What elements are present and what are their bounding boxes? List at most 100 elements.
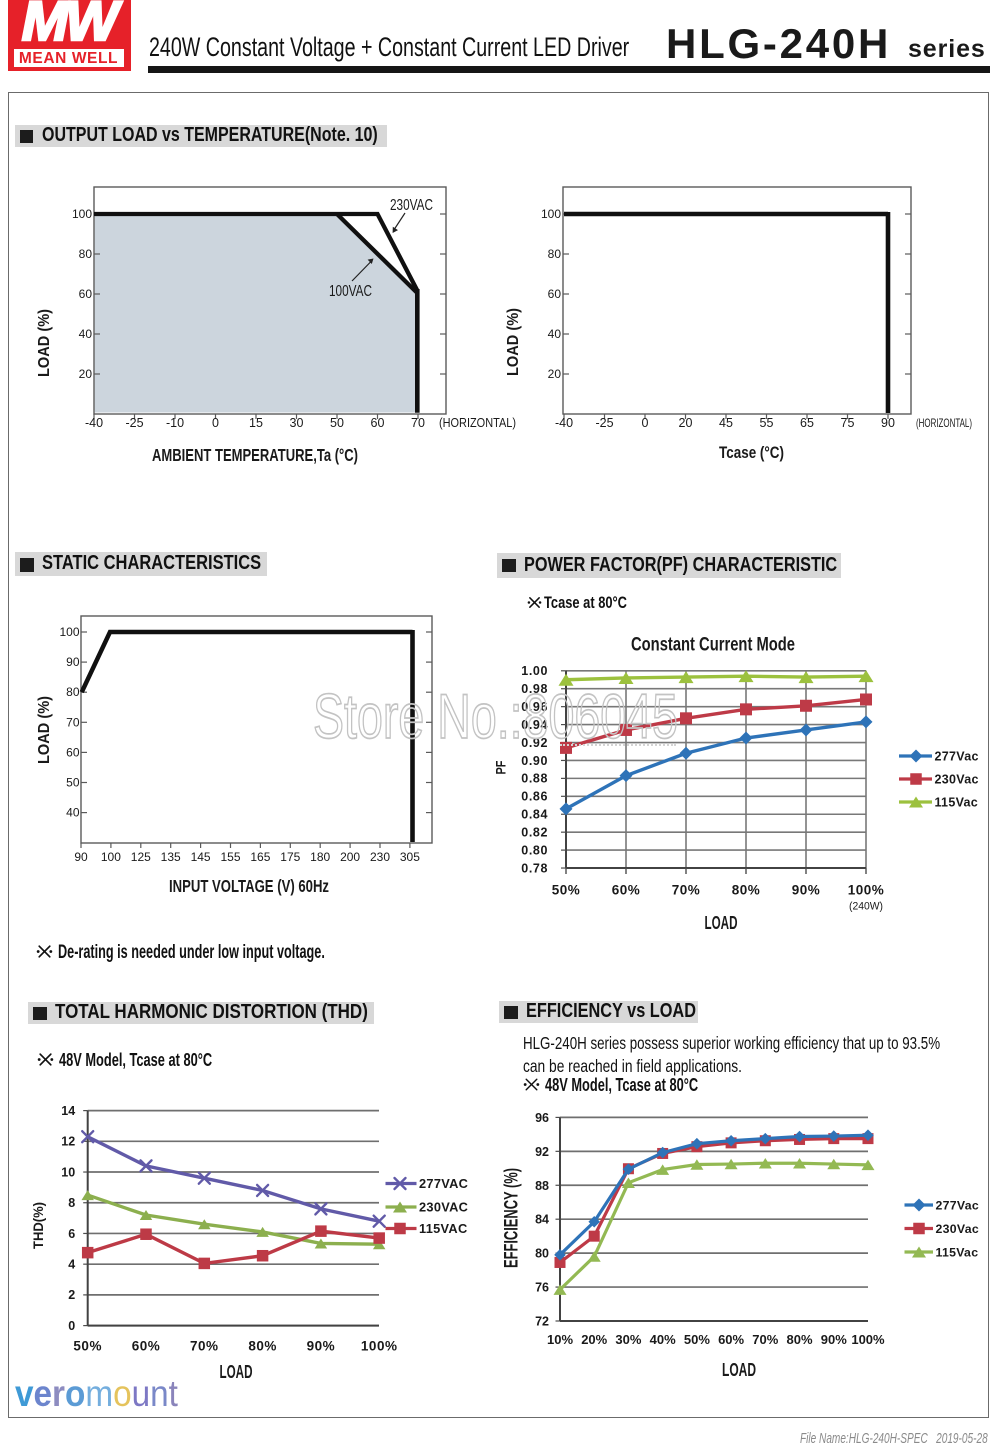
svg-text:60: 60 [548,287,562,301]
svg-text:0.82: 0.82 [521,825,548,839]
svg-text:EFFICIENCY (%): EFFICIENCY (%) [502,1168,523,1268]
svg-text:15: 15 [249,416,263,430]
svg-text:45: 45 [719,416,733,430]
svg-text:80: 80 [79,247,93,261]
svg-text:96: 96 [535,1111,549,1125]
svg-text:LOAD (%): LOAD (%) [505,308,522,376]
svg-text:230Vac: 230Vac [935,772,979,786]
svg-text:0.94: 0.94 [521,718,548,732]
svg-text:60: 60 [371,416,385,430]
svg-text:70%: 70% [752,1332,778,1347]
svg-text:90: 90 [66,655,80,669]
svg-text:-40: -40 [85,416,103,430]
svg-text:88: 88 [535,1179,549,1193]
svg-text:60: 60 [66,745,80,759]
svg-text:70: 70 [66,715,80,729]
svg-text:0.78: 0.78 [521,861,548,875]
svg-text:(HORIZONTAL): (HORIZONTAL) [916,416,972,430]
svg-text:65: 65 [800,416,814,430]
svg-text:-10: -10 [166,416,184,430]
svg-text:175: 175 [280,850,300,864]
svg-text:50: 50 [66,776,80,790]
svg-text:125: 125 [131,850,151,864]
svg-text:8: 8 [68,1196,75,1210]
svg-text:115Vac: 115Vac [936,1245,979,1259]
svg-text:230VAC: 230VAC [419,1199,468,1214]
svg-text:0.96: 0.96 [521,700,548,714]
svg-text:1.00: 1.00 [521,664,548,678]
svg-text:0.84: 0.84 [521,808,548,822]
svg-text:LOAD (%): LOAD (%) [36,309,53,377]
svg-text:55: 55 [760,416,774,430]
svg-text:100VAC: 100VAC [329,283,372,300]
svg-text:135: 135 [161,850,181,864]
svg-text:70: 70 [411,416,425,430]
svg-text:277Vac: 277Vac [936,1198,980,1212]
svg-text:76: 76 [535,1281,549,1295]
svg-text:60%: 60% [718,1332,744,1347]
svg-text:0: 0 [212,416,219,430]
svg-text:12: 12 [61,1135,75,1149]
svg-text:84: 84 [535,1213,549,1227]
svg-text:90%: 90% [307,1339,336,1354]
svg-text:100: 100 [59,625,79,639]
svg-text:100: 100 [101,850,121,864]
svg-text:LOAD: LOAD [722,1360,756,1380]
svg-text:Constant Current Mode: Constant Current Mode [631,635,795,656]
svg-text:230VAC: 230VAC [390,197,433,214]
svg-text:100: 100 [72,207,92,221]
svg-text:2: 2 [68,1288,75,1302]
svg-text:230: 230 [370,850,390,864]
svg-text:92: 92 [535,1145,549,1159]
svg-text:6: 6 [68,1227,75,1241]
svg-text:145: 145 [191,850,211,864]
svg-text:LOAD (%): LOAD (%) [36,696,53,764]
svg-text:0.98: 0.98 [521,682,548,696]
svg-text:AMBIENT TEMPERATURE,Ta (°C): AMBIENT TEMPERATURE,Ta (°C) [152,445,358,465]
svg-text:0.86: 0.86 [521,790,548,804]
svg-text:50%: 50% [684,1332,710,1347]
svg-text:50: 50 [330,416,344,430]
svg-text:30%: 30% [615,1332,641,1347]
svg-text:40: 40 [548,327,562,341]
svg-text:0: 0 [68,1319,75,1333]
svg-text:40%: 40% [650,1332,676,1347]
svg-text:(240W): (240W) [849,901,883,913]
svg-text:14: 14 [61,1104,75,1118]
svg-text:0.92: 0.92 [521,736,548,750]
svg-text:10: 10 [61,1165,75,1179]
svg-text:100%: 100% [851,1332,885,1347]
svg-text:100%: 100% [848,883,885,898]
svg-text:40: 40 [79,327,93,341]
svg-text:72: 72 [535,1315,549,1329]
svg-text:0.80: 0.80 [521,843,548,857]
svg-text:4: 4 [68,1257,75,1271]
svg-text:165: 165 [250,850,270,864]
svg-text:80%: 80% [732,883,761,898]
svg-text:LOAD: LOAD [705,913,738,933]
svg-text:THD(%): THD(%) [30,1202,46,1249]
svg-text:40: 40 [66,806,80,820]
svg-text:115Vac: 115Vac [935,795,979,809]
svg-text:80: 80 [66,685,80,699]
svg-text:(HORIZONTAL): (HORIZONTAL) [439,415,516,430]
svg-text:20: 20 [679,416,693,430]
svg-text:20: 20 [548,367,562,381]
svg-text:90: 90 [881,416,895,430]
svg-text:PF: PF [493,760,509,774]
svg-text:50%: 50% [552,883,581,898]
svg-text:0.88: 0.88 [521,772,548,786]
svg-text:20: 20 [79,367,93,381]
svg-text:100%: 100% [361,1339,398,1354]
svg-text:230Vac: 230Vac [936,1222,980,1236]
svg-text:277VAC: 277VAC [419,1176,468,1191]
svg-text:Tcase (°C): Tcase (°C) [719,443,784,462]
svg-text:90%: 90% [821,1332,847,1347]
svg-text:80: 80 [535,1247,549,1261]
svg-text:90%: 90% [792,883,821,898]
svg-text:90: 90 [74,850,88,864]
svg-text:70%: 70% [672,883,701,898]
svg-text:70%: 70% [190,1339,219,1354]
svg-text:80: 80 [548,247,562,261]
svg-text:277Vac: 277Vac [935,749,979,763]
